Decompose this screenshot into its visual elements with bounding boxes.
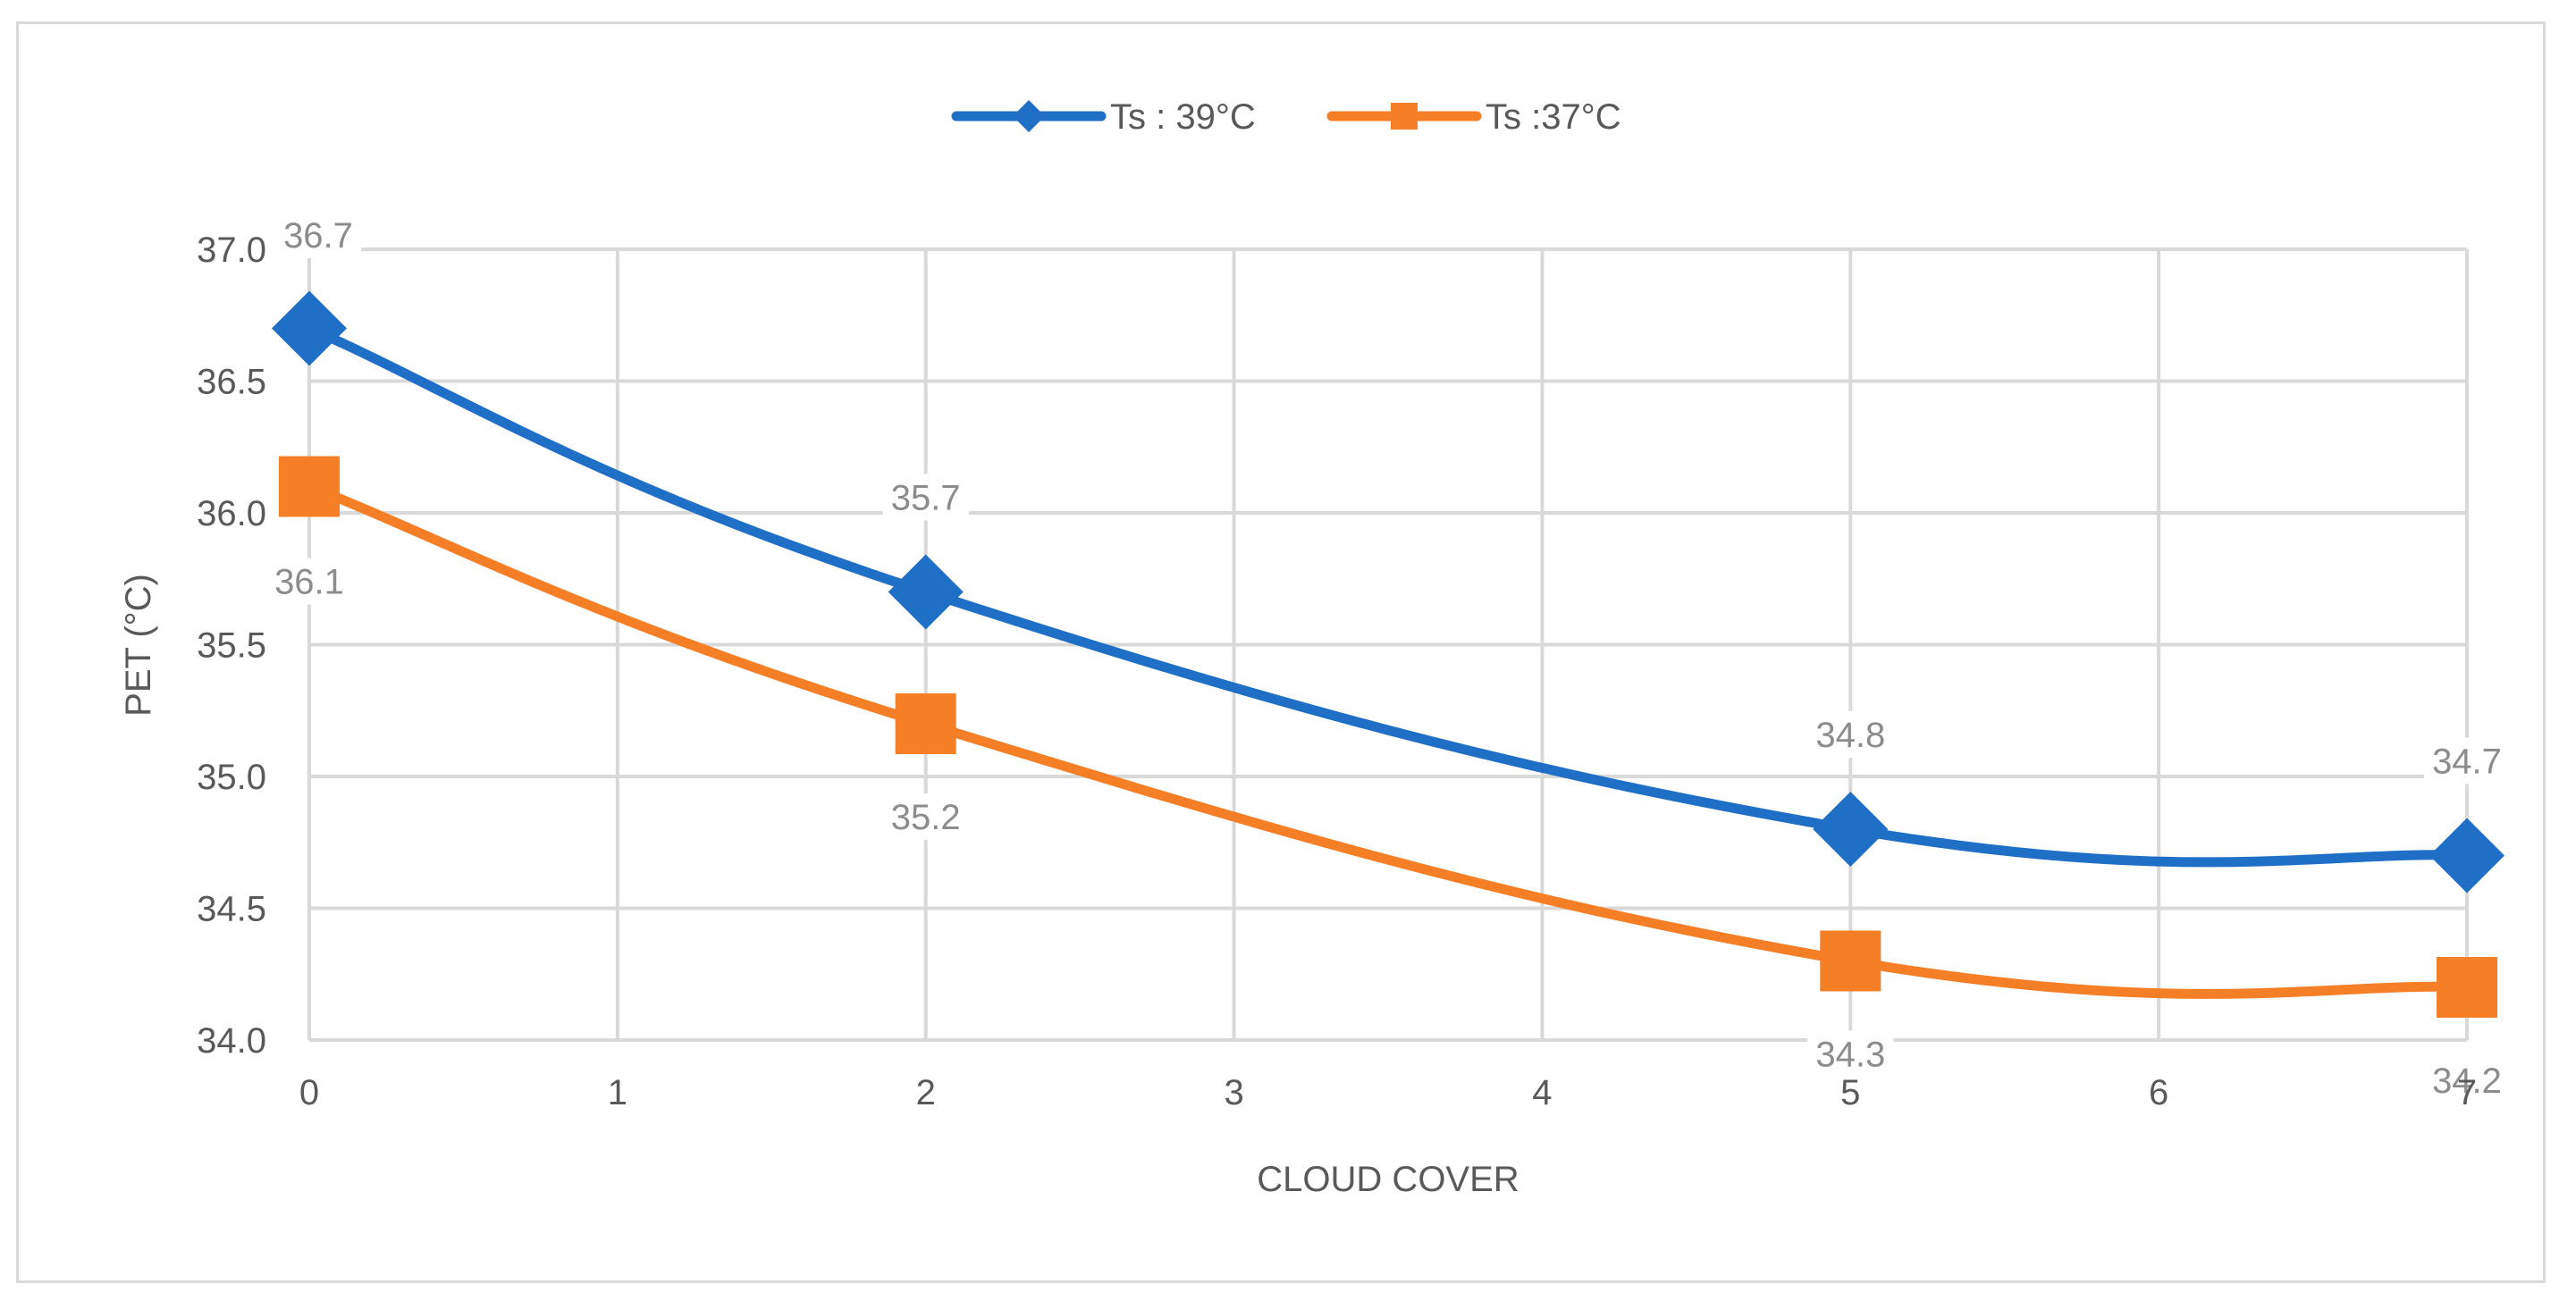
series-markers (272, 290, 2504, 1018)
series-line (304, 323, 2472, 868)
data-labels: 36.7 35.7 34.8 34.7 36.1 35.2 34.3 34.2 (266, 212, 2510, 1103)
diamond-marker (272, 290, 347, 366)
data-label: 35.2 (891, 798, 961, 837)
data-label-bg (1807, 1030, 1894, 1078)
x-tick-label: 7 (2457, 1073, 2477, 1112)
chart-frame (16, 21, 2546, 1283)
diamond-marker (2429, 818, 2504, 894)
y-tick-label: 36.5 (197, 363, 266, 402)
x-tick-label: 6 (2149, 1073, 2168, 1112)
legend-label: Ts : 39°C (1110, 97, 1256, 137)
data-label: 34.2 (2432, 1061, 2502, 1101)
square-marker (895, 693, 956, 754)
diamond-marker (888, 554, 964, 630)
y-tick-label: 37.0 (197, 231, 266, 270)
data-label: 35.7 (891, 479, 961, 518)
x-tick-label: 1 (608, 1073, 627, 1112)
square-marker (2437, 957, 2497, 1018)
x-tick-label: 0 (299, 1073, 319, 1112)
legend-label: Ts :37°C (1486, 97, 1621, 137)
y-axis-title: PET (°C) (119, 574, 158, 717)
diamond-marker (1813, 792, 1889, 867)
data-label-bg (2424, 737, 2510, 785)
data-label-bg (882, 474, 969, 521)
x-tick-label: 4 (1532, 1073, 1552, 1112)
data-label-bg (882, 793, 969, 840)
y-tick-label: 34.0 (197, 1021, 266, 1061)
x-tick-label: 3 (1224, 1073, 1243, 1112)
y-tick-label: 36.0 (197, 494, 266, 533)
square-marker (1820, 930, 1881, 992)
data-label-bg (275, 212, 361, 258)
gridlines (307, 248, 2469, 1042)
data-label: 34.7 (2432, 743, 2502, 782)
data-label: 34.3 (1815, 1036, 1885, 1075)
series-lines (304, 323, 2472, 999)
tick-labels: 34.0 34.5 35.0 35.5 36.0 36.5 37.0 0 1 2 3 4 5 6 7 (197, 231, 2477, 1112)
legend: Ts : 39°C Ts :37°C (951, 97, 1621, 137)
legend-diamond-icon (1013, 100, 1045, 132)
x-axis-title: CLOUD COVER (1257, 1160, 1519, 1199)
y-tick-label: 34.5 (197, 890, 266, 929)
x-tick-label: 5 (1840, 1073, 1860, 1112)
x-tick-label: 2 (916, 1073, 936, 1112)
data-label-bg (266, 558, 352, 605)
series-line (304, 482, 2472, 999)
data-label-bg (1807, 711, 1894, 758)
y-tick-label: 35.5 (197, 626, 266, 666)
data-label: 36.7 (283, 216, 353, 256)
y-tick-label: 35.0 (197, 758, 266, 797)
data-label: 36.1 (274, 563, 344, 602)
square-marker (279, 456, 340, 517)
legend-square-icon (1391, 103, 1418, 130)
data-label-bg (2424, 1057, 2510, 1103)
data-label: 34.8 (1815, 716, 1885, 755)
